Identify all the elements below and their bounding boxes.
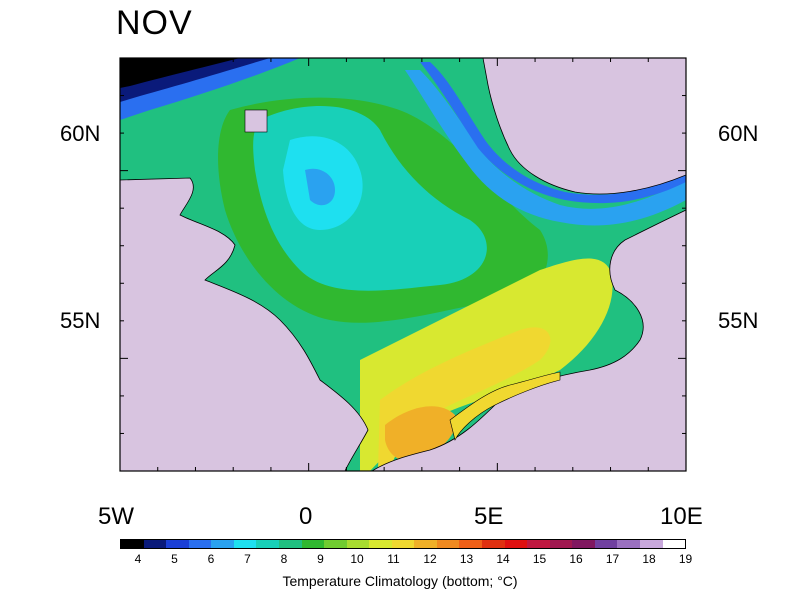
colorbar-tick-label: 18 <box>642 552 656 566</box>
colorbar-cell <box>278 540 302 548</box>
colorbar-cell <box>639 540 663 548</box>
colorbar-tick-label: 9 <box>317 552 324 566</box>
colorbar-cell <box>482 540 505 548</box>
colorbar-cell <box>594 540 618 548</box>
colorbar-cell <box>188 540 212 548</box>
lat-label-60n-right: 60N <box>718 121 759 146</box>
colorbar-tick-label: 10 <box>350 552 364 566</box>
colorbar-tick-label: 13 <box>459 552 474 566</box>
colorbar-cell <box>256 540 279 548</box>
colorbar-cell <box>346 540 370 548</box>
lon-label-10e: 10E <box>660 503 703 530</box>
lon-label-5e: 5E <box>474 503 504 530</box>
cold-spot <box>305 168 335 206</box>
norwegian-trench <box>405 70 686 226</box>
colorbar-tick-label: 4 <box>134 552 142 566</box>
lat-label-55n-right: 55N <box>718 308 759 333</box>
colorbar-cell <box>436 540 460 548</box>
colorbar-cell <box>233 540 257 548</box>
colorbar-ticks: 4 5 6 7 8 9 10 11 12 13 14 15 16 17 18 19 <box>120 552 693 566</box>
map-title: NOV <box>116 4 193 42</box>
colorbar-tick-label: 16 <box>569 552 583 566</box>
colorbar-cell <box>459 540 482 548</box>
colorbar <box>120 539 686 549</box>
colorbar-cell <box>166 540 189 548</box>
colorbar-tick-label: 8 <box>280 552 288 566</box>
warmer-zone <box>378 327 551 471</box>
shetland <box>244 109 268 133</box>
norway <box>482 58 686 195</box>
lat-label-60n-left: 60N <box>60 121 101 146</box>
colorbar-cell <box>414 540 437 548</box>
map-frame <box>119 57 687 472</box>
lon-label-0: 0 <box>299 503 313 530</box>
colorbar-tick-label: 5 <box>171 552 178 566</box>
continental-europe <box>371 209 686 471</box>
colorbar-cell <box>527 540 550 548</box>
colorbar-tick-label: 19 <box>678 552 693 566</box>
colorbar-cell <box>301 540 325 548</box>
colorbar-cell <box>121 540 144 548</box>
colorbar-cell <box>572 540 595 548</box>
colorbar-tick-label: 15 <box>532 552 547 566</box>
colorbar-cell <box>211 540 234 548</box>
colorbar-cell <box>391 540 415 548</box>
colorbar-tick-label: 12 <box>423 552 437 566</box>
lon-label-5w: 5W <box>98 503 134 530</box>
colorbar-tick-label: 14 <box>496 552 510 566</box>
great-britain <box>120 177 369 471</box>
colorbar-tick-label: 11 <box>387 552 400 566</box>
colorbar-tick-label: 17 <box>605 552 620 566</box>
colorbar-cell <box>617 540 640 548</box>
colorbar-cell <box>662 540 686 548</box>
colorbar-cell <box>324 540 347 548</box>
colorbar-cell <box>143 540 167 548</box>
colorbar-cell <box>549 540 573 548</box>
axis-ticks <box>119 57 687 472</box>
colorbar-title: Temperature Climatology (bottom; °C) <box>282 573 518 589</box>
colorbar-cell <box>504 540 528 548</box>
lat-label-55n-left: 55N <box>60 308 101 333</box>
colorbar-cell <box>369 540 392 548</box>
colorbar-tick-label: 6 <box>207 552 215 566</box>
colorbar-tick-label: 7 <box>244 552 251 566</box>
